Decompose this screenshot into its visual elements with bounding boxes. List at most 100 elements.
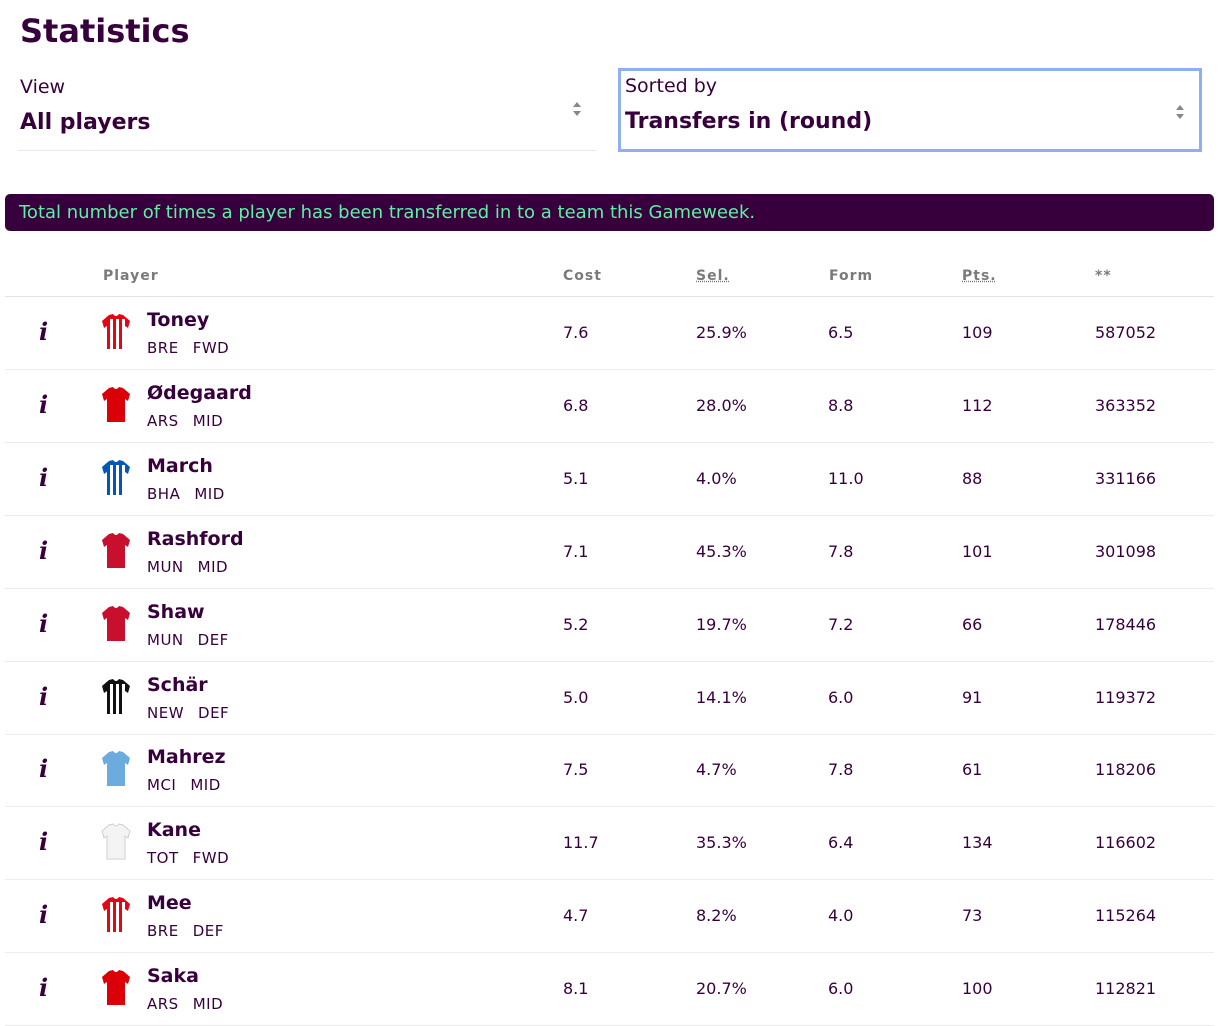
player-team-position: MUN DEF [147,631,243,649]
player-points: 91 [962,687,983,707]
arsenal-shirt-icon [101,386,131,424]
table-row: i Kane TOT FWD 11.7 35.3% 6.4 134 116602 [5,807,1214,881]
player-position: MID [192,995,224,1014]
table-row: i Shaw MUN DEF 5.2 19.7% 7.2 66 178446 [5,589,1214,662]
man-city-shirt-icon [101,750,131,788]
player-team-position: ARS MID [147,995,237,1013]
player-transfers-in: 119372 [1095,687,1157,707]
player-team: BHA [147,484,181,503]
table-row: i Ødegaard ARS MID 6.8 28.0% 8.8 112 3633… [5,370,1214,443]
player-team-position: MUN MID [147,558,242,576]
player-team-position: MCI MID [147,776,235,794]
player-info-icon[interactable]: i [39,754,49,784]
player-info-icon[interactable]: i [39,681,49,711]
select-arrows-icon[interactable] [1175,103,1185,121]
player-name[interactable]: Ødegaard [147,381,252,404]
player-team: BRE [147,922,179,941]
player-position: MID [194,484,225,503]
header-points[interactable]: Pts. [962,268,997,284]
player-selected: 20.7% [696,979,747,999]
player-selected: 14.1% [696,687,747,707]
player-name[interactable]: Rashford [147,527,244,550]
player-points: 66 [962,614,983,634]
player-cost: 7.1 [563,541,589,561]
player-name[interactable]: Mee [147,892,192,915]
player-form: 6.0 [828,979,854,999]
header-selected[interactable]: Sel. [696,268,730,284]
player-team: ARS [147,995,179,1014]
player-selected: 8.2% [696,906,737,926]
player-selected: 19.7% [696,614,747,634]
player-position: MID [197,557,229,576]
brentford-shirt-icon [101,896,131,934]
player-team: MUN [147,557,184,576]
player-transfers-in: 331166 [1095,468,1157,488]
player-transfers-in: 587052 [1095,323,1157,342]
man-utd-shirt-icon [101,605,131,643]
table-header: Player Cost Sel. Form Pts. ** [5,258,1214,297]
player-name[interactable]: Toney [147,309,210,331]
player-selected: 28.0% [696,395,747,415]
player-points: 134 [962,833,993,853]
player-points: 73 [962,906,983,926]
player-position: MID [192,411,224,430]
view-select-value[interactable]: All players [20,110,151,135]
player-position: DEF [197,630,229,649]
player-info-icon[interactable]: i [39,608,49,638]
player-transfers-in: 118206 [1095,760,1157,780]
header-cost[interactable]: Cost [563,268,602,284]
player-info-icon[interactable]: i [39,317,49,346]
view-select[interactable]: View All players [18,72,596,151]
sort-select-value[interactable]: Transfers in (round) [625,109,873,134]
header-sorted-stat[interactable]: ** [1095,268,1112,284]
player-form: 6.0 [828,687,854,707]
player-position: DEF [192,922,224,941]
player-cost: 8.1 [563,979,589,999]
player-transfers-in: 115264 [1095,906,1157,926]
player-info-icon[interactable]: i [39,389,49,419]
player-transfers-in: 178446 [1095,614,1157,634]
player-cost: 11.7 [563,833,599,853]
player-team: BRE [147,339,179,357]
header-form[interactable]: Form [829,268,874,284]
player-position: MID [190,776,221,795]
player-transfers-in: 363352 [1095,395,1157,415]
player-name[interactable]: Schär [147,673,208,696]
tottenham-shirt-icon [101,823,131,861]
player-team-position: BRE FWD [147,339,243,357]
page-title: Statistics [20,12,190,50]
player-team-position: BHA MID [147,485,239,503]
player-info-icon[interactable]: i [39,462,49,492]
player-selected: 4.7% [696,760,737,780]
player-team-position: NEW DEF [147,704,243,722]
table-row: i Mee BRE DEF 4.7 8.2% 4.0 73 115264 [5,880,1214,954]
player-position: FWD [192,849,230,868]
player-transfers-in: 112821 [1095,979,1157,999]
player-cost: 5.1 [563,468,589,488]
player-name[interactable]: Shaw [147,600,205,623]
player-info-icon[interactable]: i [39,535,49,565]
player-name[interactable]: Kane [147,819,201,842]
player-info-icon[interactable]: i [39,900,49,930]
player-form: 7.8 [828,541,854,561]
player-info-icon[interactable]: i [39,827,49,857]
player-name[interactable]: March [147,454,213,477]
newcastle-shirt-icon [101,678,131,716]
sort-description-banner: Total number of times a player has been … [5,194,1214,231]
player-name[interactable]: Mahrez [147,746,226,769]
player-cost: 7.6 [563,323,589,342]
arsenal-shirt-icon [101,969,131,1007]
player-position: FWD [192,339,230,357]
player-transfers-in: 116602 [1095,833,1157,853]
brighton-shirt-icon [101,459,131,497]
player-name[interactable]: Saka [147,965,199,988]
brentford-shirt-icon [101,313,131,351]
sort-select[interactable]: Sorted by Transfers in (round) [618,68,1202,152]
player-info-icon[interactable]: i [39,973,49,1003]
select-arrows-icon[interactable] [572,100,582,118]
player-form: 6.4 [828,833,854,853]
player-form: 7.8 [828,760,854,780]
player-team-position: TOT FWD [147,849,243,867]
header-player: Player [103,268,159,284]
player-selected: 25.9% [696,323,747,342]
